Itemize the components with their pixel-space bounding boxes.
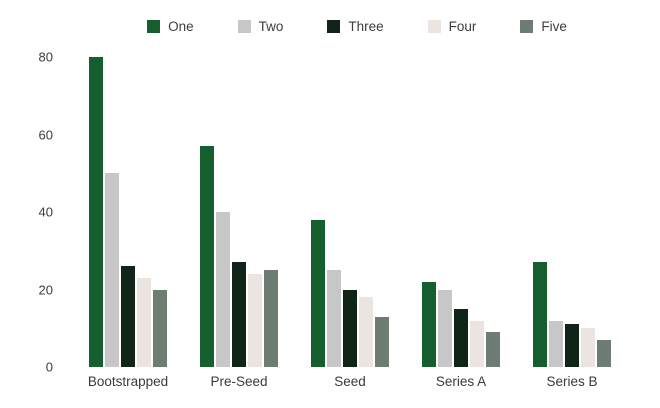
legend-item-four: Four xyxy=(427,19,477,34)
legend-item-one: One xyxy=(147,19,194,34)
bar-series-b-five xyxy=(597,339,611,367)
bar-pre-seed-one xyxy=(200,146,214,367)
bar-bootstrapped-two xyxy=(105,173,119,367)
bar-series-b-three xyxy=(565,324,579,367)
bar-pre-seed-four xyxy=(248,274,262,367)
legend-swatch-three xyxy=(327,20,341,33)
chart-legend: One Two Three Four Five xyxy=(54,19,660,34)
category-label-series-b: Series B xyxy=(546,374,598,389)
legend-label-two: Two xyxy=(258,19,284,34)
bar-series-a-five xyxy=(486,332,500,367)
bar-seed-five xyxy=(375,316,389,367)
legend-item-three: Three xyxy=(327,19,384,34)
bar-group-series-a: Series A xyxy=(422,57,500,389)
legend-swatch-two xyxy=(237,20,251,33)
y-tick-label-80: 80 xyxy=(38,49,53,65)
category-label-bootstrapped: Bootstrapped xyxy=(87,374,169,389)
bar-series-b-two xyxy=(549,320,563,367)
category-label-series-a: Series A xyxy=(435,374,487,389)
bar-series-b-four xyxy=(581,328,595,367)
bar-group-pre-seed: Pre-Seed xyxy=(200,57,278,389)
bar-bootstrapped-four xyxy=(137,277,151,367)
bar-seed-four xyxy=(359,297,373,367)
bar-seed-three xyxy=(343,289,357,367)
legend-label-three: Three xyxy=(348,19,384,34)
legend-item-two: Two xyxy=(237,19,284,34)
bar-group-series-b: Series B xyxy=(533,57,611,389)
bar-group-bootstrapped: Bootstrapped xyxy=(88,57,168,389)
legend-swatch-four xyxy=(427,20,441,33)
legend-label-five: Five xyxy=(541,19,567,34)
legend-item-five: Five xyxy=(520,19,567,34)
bar-series-a-three xyxy=(454,308,468,367)
y-tick-label-60: 60 xyxy=(38,127,53,142)
bar-pre-seed-three xyxy=(232,262,246,367)
y-tick-label-40: 40 xyxy=(38,204,53,220)
bar-bootstrapped-one xyxy=(89,57,103,367)
bar-bootstrapped-five xyxy=(153,289,167,367)
bar-seed-one xyxy=(311,219,325,367)
bar-series-a-four xyxy=(470,320,484,367)
legend-label-one: One xyxy=(168,19,194,34)
bar-groups: Bootstrapped Pre-Seed Seed Series A Series B xyxy=(88,57,611,389)
legend-swatch-five xyxy=(520,20,534,33)
y-tick-label-0: 0 xyxy=(45,359,53,375)
legend-label-four: Four xyxy=(448,19,477,34)
category-label-seed: Seed xyxy=(334,374,366,389)
bar-series-a-two xyxy=(438,289,452,367)
bar-series-b-one xyxy=(533,262,547,367)
category-label-pre-seed: Pre-Seed xyxy=(210,374,268,389)
bar-pre-seed-five xyxy=(264,270,278,367)
bar-series-a-one xyxy=(422,281,436,367)
bar-seed-two xyxy=(327,270,341,367)
y-tick-label-20: 20 xyxy=(38,282,53,297)
legend-swatch-one xyxy=(147,20,161,33)
bar-group-seed: Seed xyxy=(311,57,389,389)
bar-pre-seed-two xyxy=(216,212,230,367)
bar-bootstrapped-three xyxy=(121,266,135,367)
